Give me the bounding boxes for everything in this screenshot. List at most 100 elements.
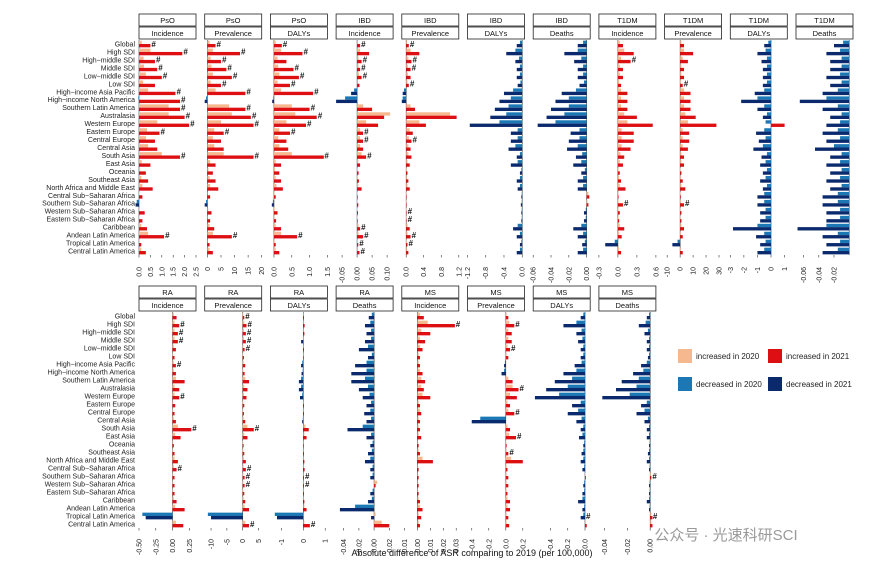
- bar-2020: [505, 496, 508, 500]
- bar-2021: [139, 195, 143, 199]
- bar-2020: [617, 56, 622, 60]
- bar-2021: [616, 388, 651, 392]
- bar-2021: [172, 396, 180, 400]
- bar-2020: [617, 120, 628, 124]
- bar-2020: [617, 207, 619, 212]
- bar-2020: [139, 223, 142, 228]
- bar-2021: [139, 219, 143, 223]
- significance-mark: #: [158, 64, 163, 73]
- bar-2021: [303, 500, 305, 504]
- bar-2020: [515, 144, 523, 148]
- bar-2021: [355, 364, 375, 368]
- bar-2021: [577, 179, 587, 183]
- bar-2020: [242, 488, 244, 492]
- bar-2021: [826, 139, 850, 143]
- bar-2021: [368, 356, 375, 360]
- bar-2020: [273, 176, 276, 180]
- bar-2020: [357, 176, 358, 180]
- bar-2020: [357, 223, 359, 228]
- bar-2021: [139, 243, 142, 247]
- bar-2020: [406, 64, 408, 68]
- bar-2021: [273, 83, 290, 88]
- significance-mark: #: [511, 344, 516, 353]
- bar-2021: [172, 404, 176, 408]
- bar-2021: [242, 348, 245, 352]
- bar-2021: [273, 171, 280, 175]
- bar-2021: [521, 211, 523, 215]
- bar-2021: [172, 412, 175, 416]
- bar-2021: [822, 203, 850, 207]
- bar-2021: [357, 155, 367, 159]
- bar-2021: [555, 99, 587, 104]
- strip-disease-label: IBD: [424, 16, 437, 25]
- bar-2021: [672, 243, 681, 247]
- bar-2021: [771, 123, 785, 127]
- bar-2021: [303, 484, 304, 488]
- bar-2021: [357, 251, 360, 255]
- category-label: Global: [115, 314, 136, 321]
- bar-2021: [797, 227, 850, 231]
- bar-2021: [617, 179, 622, 183]
- category-label: High−middle SDI: [82, 57, 135, 64]
- bar-2020: [644, 408, 651, 412]
- bar-2020: [519, 40, 523, 44]
- bar-2020: [584, 464, 586, 468]
- bar-2020: [826, 96, 850, 100]
- bar-2020: [680, 56, 683, 60]
- bar-2020: [357, 136, 361, 140]
- tick-label: 1.2: [456, 267, 463, 277]
- bar-2020: [172, 488, 174, 492]
- significance-mark: #: [247, 336, 252, 345]
- bar-2020: [519, 247, 523, 252]
- strip-disease-box: [335, 13, 394, 27]
- bar-2021: [242, 500, 246, 504]
- bar-2020: [617, 88, 622, 92]
- bar-2021: [172, 364, 176, 368]
- bar-2020: [139, 128, 147, 132]
- bar-2020: [354, 88, 358, 92]
- bar-2021: [273, 251, 280, 255]
- tick-label: 10: [232, 267, 239, 275]
- strip-measure-label: DALYs: [485, 29, 508, 38]
- significance-mark: #: [247, 328, 252, 337]
- bar-2020: [207, 512, 243, 516]
- bar-2021: [471, 420, 506, 424]
- tick-label: 0.10: [385, 267, 392, 281]
- bar-2020: [417, 440, 418, 444]
- bar-2020: [139, 72, 146, 76]
- bar-2021: [757, 203, 772, 207]
- bar-2020: [345, 96, 358, 100]
- bar-2020: [273, 136, 279, 140]
- bar-2021: [358, 348, 375, 352]
- bar-2020: [841, 112, 850, 116]
- bar-2021: [578, 436, 586, 440]
- bar-2021: [207, 75, 232, 80]
- significance-mark: #: [246, 472, 251, 481]
- tick-label: 0.01: [428, 539, 435, 553]
- bar-2021: [646, 348, 651, 352]
- bar-2020: [207, 40, 210, 44]
- bar-2020: [519, 176, 523, 180]
- bar-2021: [583, 219, 587, 223]
- bar-2021: [207, 51, 240, 56]
- significance-mark: #: [291, 127, 296, 136]
- strip-disease-label: T1DM: [814, 16, 834, 25]
- bar-2020: [585, 215, 587, 220]
- category-label: South Asia: [102, 153, 136, 160]
- tick-label: 1.0: [307, 267, 314, 277]
- bar-2021: [680, 147, 688, 151]
- bar-2020: [584, 239, 587, 244]
- bar-2021: [273, 131, 290, 135]
- significance-mark: #: [359, 239, 364, 248]
- bar-2021: [273, 147, 289, 151]
- category-label: Western Europe: [85, 121, 136, 128]
- bar-2021: [357, 43, 361, 48]
- significance-mark: #: [246, 344, 251, 353]
- bar-2021: [211, 516, 243, 520]
- bar-2020: [765, 48, 772, 52]
- category-label: High SDI: [107, 49, 135, 56]
- bar-2021: [139, 147, 158, 151]
- bar-2021: [207, 251, 213, 255]
- bar-2020: [242, 432, 245, 436]
- bar-2021: [563, 324, 586, 328]
